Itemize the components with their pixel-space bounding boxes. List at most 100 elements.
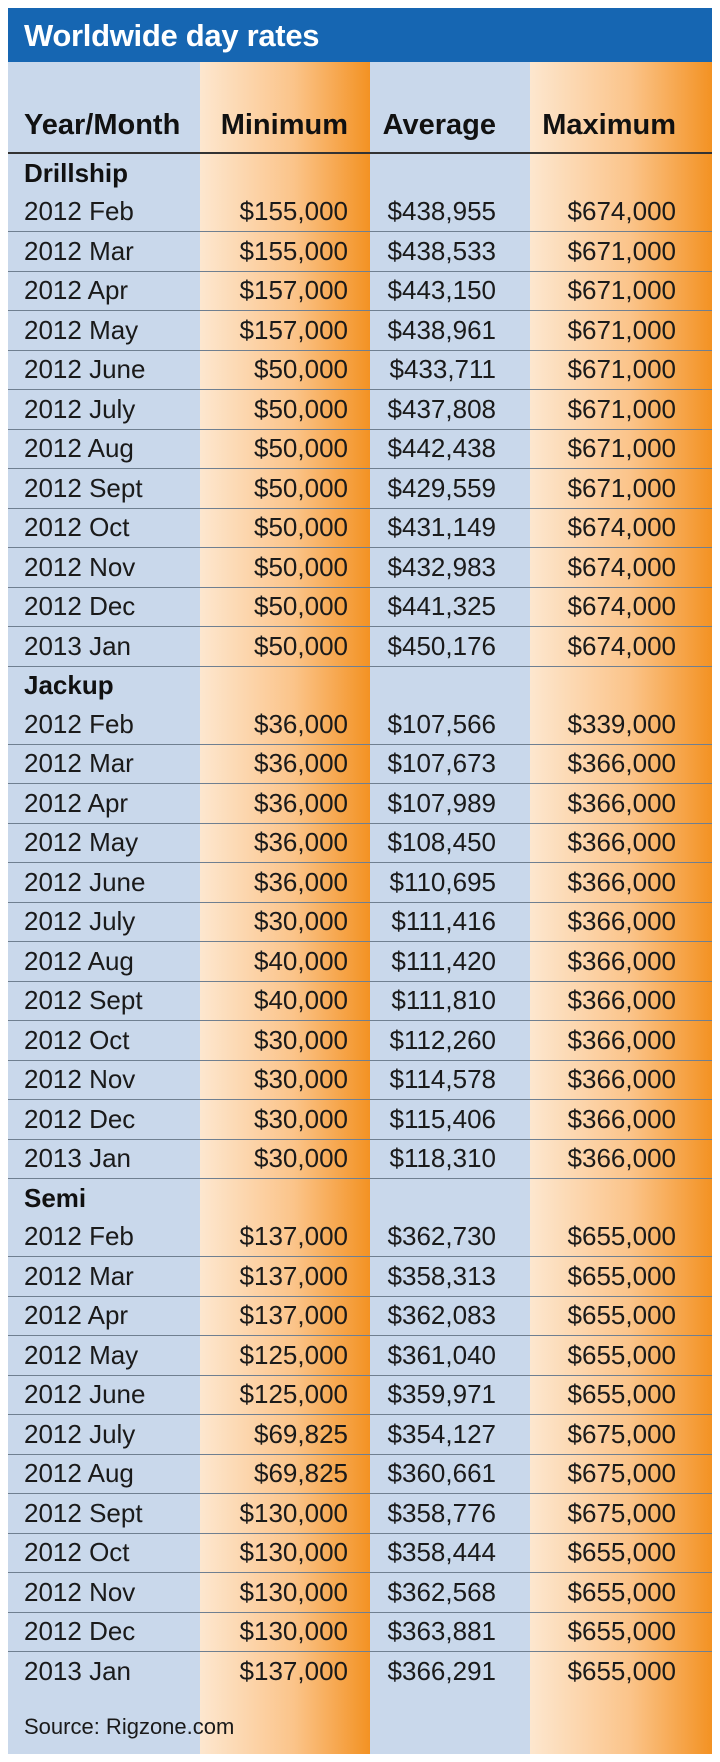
table-row: 2012 Dec $130,000 $363,881 $655,000: [8, 1612, 712, 1652]
cell-year-month: 2012 Sept: [8, 981, 200, 1021]
table-row: 2012 May $36,000 $108,450 $366,000: [8, 823, 712, 863]
cell-year-month: 2012 Sept: [8, 1493, 200, 1534]
cell-maximum: $366,000: [530, 744, 712, 784]
cell-maximum: $366,000: [530, 1139, 712, 1179]
cell-year-month: 2013 Jan: [8, 1139, 200, 1179]
cell-year-month: 2012 June: [8, 350, 200, 390]
cell-maximum: $655,000: [530, 1217, 712, 1257]
table-row: 2012 Aug $50,000 $442,438 $671,000: [8, 429, 712, 469]
cell-maximum: $674,000: [530, 547, 712, 588]
cell-year-month: 2012 Oct: [8, 1020, 200, 1061]
cell-minimum: $30,000: [200, 1099, 370, 1140]
table-row: 2012 Feb $137,000 $362,730 $655,000: [8, 1217, 712, 1257]
cell-average: $111,416: [370, 902, 530, 942]
cell-year-month: 2012 Dec: [8, 1612, 200, 1652]
cell-year-month: 2012 Nov: [8, 547, 200, 588]
cell-year-month: 2012 Apr: [8, 1296, 200, 1336]
table-row: 2012 Mar $137,000 $358,313 $655,000: [8, 1256, 712, 1297]
table-row: 2013 Jan $30,000 $118,310 $366,000: [8, 1139, 712, 1179]
cell-average: $358,776: [370, 1493, 530, 1534]
cell-minimum: $36,000: [200, 783, 370, 824]
cell-minimum: $137,000: [239, 1655, 348, 1686]
cell-maximum: $366,000: [530, 862, 712, 903]
table-row: 2012 Feb $155,000 $438,955 $674,000: [8, 192, 712, 232]
cell-minimum: $137,000: [200, 1256, 370, 1297]
cell-maximum: $366,000: [530, 1020, 712, 1061]
table-row: 2012 Oct $30,000 $112,260 $366,000: [8, 1020, 712, 1061]
cell-maximum: $655,000: [567, 1655, 676, 1686]
cell-average: $433,711: [370, 350, 530, 390]
table-header-row: Year/Month Minimum Average Maximum: [8, 62, 712, 154]
cell-maximum: $671,000: [530, 389, 712, 430]
cell-average: $438,955: [370, 192, 530, 232]
cell-minimum: $50,000: [200, 429, 370, 469]
section-row: Drillship: [8, 153, 712, 193]
cell-maximum: $366,000: [530, 902, 712, 942]
cell-maximum: $674,000: [530, 587, 712, 627]
cell-year-month: 2012 Sept: [8, 468, 200, 509]
cell-minimum: $155,000: [200, 231, 370, 272]
cell-maximum: $366,000: [530, 783, 712, 824]
cell-year-month: 2012 Mar: [8, 744, 200, 784]
table-row: 2012 June $36,000 $110,695 $366,000: [8, 862, 712, 903]
table-row: 2012 Oct $130,000 $358,444 $655,000: [8, 1533, 712, 1573]
cell-minimum: $130,000: [200, 1612, 370, 1652]
table-row: 2012 Dec $50,000 $441,325 $674,000: [8, 587, 712, 627]
column-header-year-month: Year/Month: [8, 62, 200, 154]
cell-year-month: 2012 Aug: [8, 429, 200, 469]
cell-minimum: $50,000: [200, 389, 370, 430]
cell-maximum: $671,000: [530, 350, 712, 390]
table-row: 2012 June $125,000 $359,971 $655,000: [8, 1375, 712, 1415]
cell-minimum: $50,000: [200, 626, 370, 667]
cell-maximum: $366,000: [530, 981, 712, 1021]
cell-maximum: $655,000: [530, 1533, 712, 1573]
table-row: 2012 Sept $130,000 $358,776 $675,000: [8, 1493, 712, 1534]
cell-maximum: $675,000: [530, 1493, 712, 1534]
cell-minimum: $40,000: [200, 981, 370, 1021]
cell-average: $354,127: [370, 1414, 530, 1455]
table-row: 2013 Jan $137,000 $366,291 $655,000: [8, 1652, 712, 1691]
cell-minimum: $30,000: [200, 902, 370, 942]
cell-average: $362,083: [370, 1296, 530, 1336]
cell-maximum: $671,000: [530, 429, 712, 469]
cell-average: $362,730: [370, 1217, 530, 1257]
cell-average: $438,533: [370, 231, 530, 272]
cell-maximum: $655,000: [530, 1335, 712, 1376]
cell-year-month: 2012 Nov: [8, 1572, 200, 1613]
cell-year-month: 2012 Feb: [8, 192, 200, 232]
table-row: 2012 May $125,000 $361,040 $655,000: [8, 1335, 712, 1376]
cell-year-month: 2012 June: [8, 1375, 200, 1415]
section-heading: Drillship: [24, 157, 129, 188]
table-row: 2012 Nov $30,000 $114,578 $366,000: [8, 1060, 712, 1100]
cell-year-month: 2012 Mar: [8, 231, 200, 272]
cell-minimum: $50,000: [200, 547, 370, 588]
cell-maximum: $671,000: [530, 231, 712, 272]
cell-year-month: 2012 Apr: [8, 271, 200, 311]
cell-maximum: $655,000: [530, 1612, 712, 1652]
cell-minimum: $130,000: [200, 1493, 370, 1534]
cell-minimum: $125,000: [200, 1375, 370, 1415]
column-header-minimum: Minimum: [200, 62, 370, 154]
table-row: 2012 Oct $50,000 $431,149 $674,000: [8, 508, 712, 548]
cell-year-month: 2013 Jan: [8, 626, 200, 667]
cell-average: $111,420: [370, 941, 530, 982]
cell-minimum: $36,000: [200, 862, 370, 903]
cell-maximum: $675,000: [530, 1414, 712, 1455]
cell-year-month: 2012 Dec: [8, 587, 200, 627]
table-body: Drillship 2012 Feb $155,000 $438,955 $674,00…: [8, 153, 712, 1691]
table-row: 2012 May $157,000 $438,961 $671,000: [8, 310, 712, 351]
cell-minimum: $69,825: [200, 1454, 370, 1494]
cell-minimum: $69,825: [200, 1414, 370, 1455]
cell-maximum: $674,000: [530, 508, 712, 548]
table-row: 2012 Mar $155,000 $438,533 $671,000: [8, 231, 712, 272]
cell-average: $358,444: [370, 1533, 530, 1573]
cell-maximum: $671,000: [530, 310, 712, 351]
cell-maximum: $366,000: [530, 1060, 712, 1100]
cell-maximum: $674,000: [530, 192, 712, 232]
cell-minimum: $30,000: [200, 1060, 370, 1100]
table-row: 2012 Nov $130,000 $362,568 $655,000: [8, 1572, 712, 1613]
cell-maximum: $366,000: [530, 1099, 712, 1140]
cell-year-month: 2013 Jan: [24, 1655, 131, 1686]
cell-maximum: $671,000: [530, 271, 712, 311]
table-row: 2012 Apr $137,000 $362,083 $655,000: [8, 1296, 712, 1336]
